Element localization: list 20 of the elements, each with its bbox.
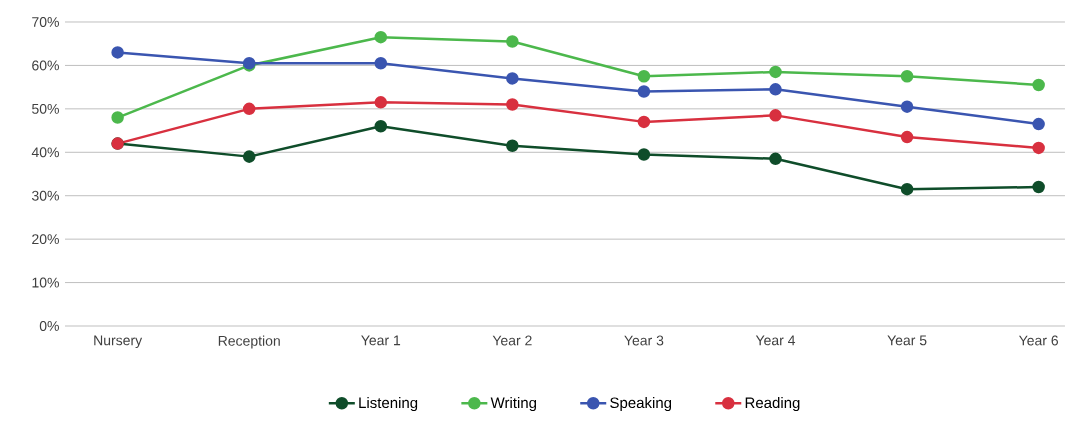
- y-tick-label: 70%: [32, 17, 59, 27]
- x-tick-label: Nursery: [94, 335, 143, 349]
- x-tick-label: Year 3: [624, 335, 664, 346]
- legend-label: Reading: [745, 397, 800, 412]
- y-tick-label: 0%: [39, 321, 59, 331]
- legend-label: Writing: [490, 397, 537, 412]
- x-tick-label: Year 6: [1018, 335, 1058, 346]
- x-tick-label: Year 1: [361, 335, 401, 346]
- y-tick-label: 60%: [32, 60, 59, 71]
- x-tick-label: Reception: [218, 335, 280, 349]
- legend-label: Speaking: [610, 397, 672, 412]
- x-tick-label: Year 5: [887, 335, 927, 346]
- y-tick-label: 30%: [31, 190, 59, 201]
- x-tick-label: Year 2: [492, 335, 532, 346]
- y-tick-label: 20%: [32, 234, 59, 245]
- legend-label: Listening: [359, 397, 418, 412]
- y-tick-label: 50%: [32, 103, 59, 114]
- y-tick-label: 40%: [31, 147, 59, 158]
- y-tick-label: 10%: [32, 277, 59, 288]
- x-tick-label: Year 4: [755, 335, 796, 346]
